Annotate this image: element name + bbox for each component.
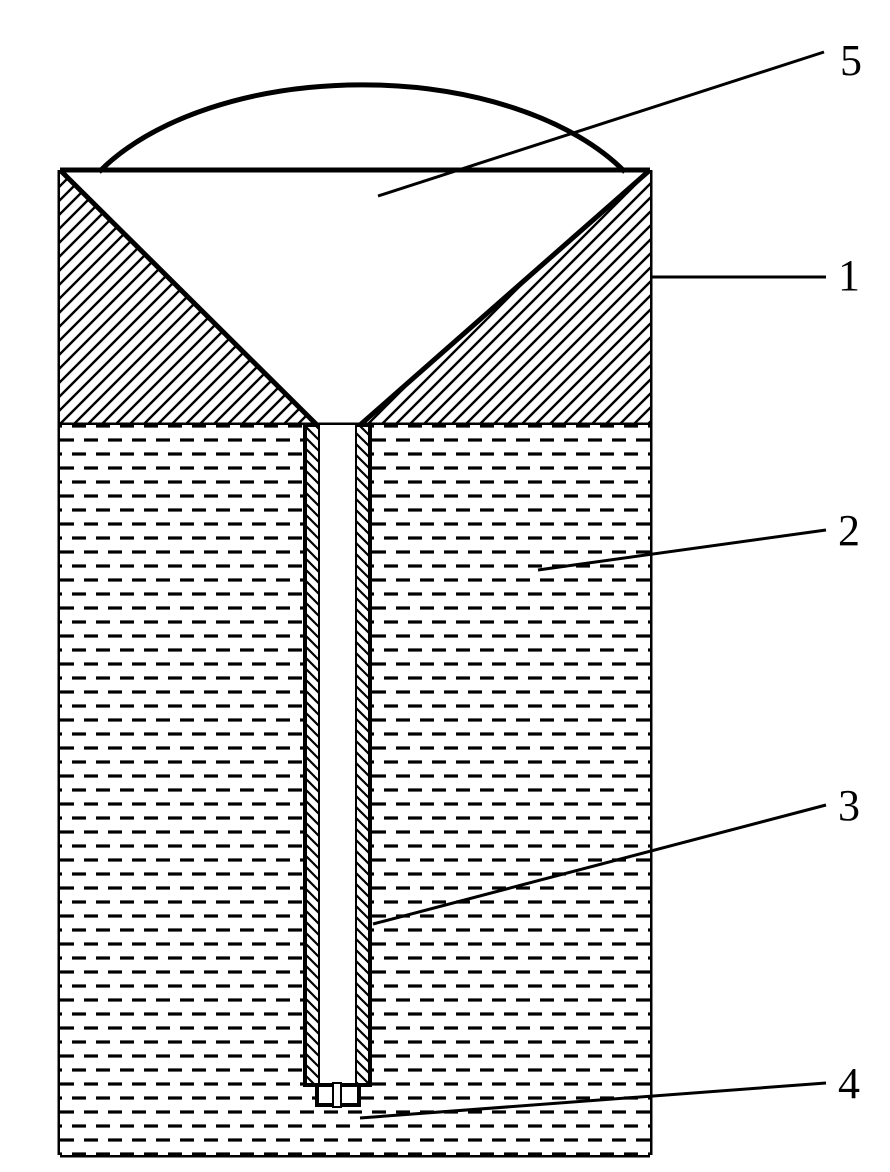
callout-label-5: 5 (840, 35, 862, 86)
callout-line-5 (378, 52, 824, 196)
tube-bore (320, 425, 355, 1085)
tube-wall-right (355, 425, 370, 1085)
dome-arc (99, 85, 625, 172)
callout-label-3: 3 (838, 780, 860, 831)
callout-label-1: 1 (838, 250, 860, 301)
valve-gap (333, 1083, 341, 1107)
diagram-svg (0, 0, 890, 1172)
callout-label-4: 4 (838, 1058, 860, 1109)
callout-label-2: 2 (838, 505, 860, 556)
tube-wall-left (305, 425, 320, 1085)
